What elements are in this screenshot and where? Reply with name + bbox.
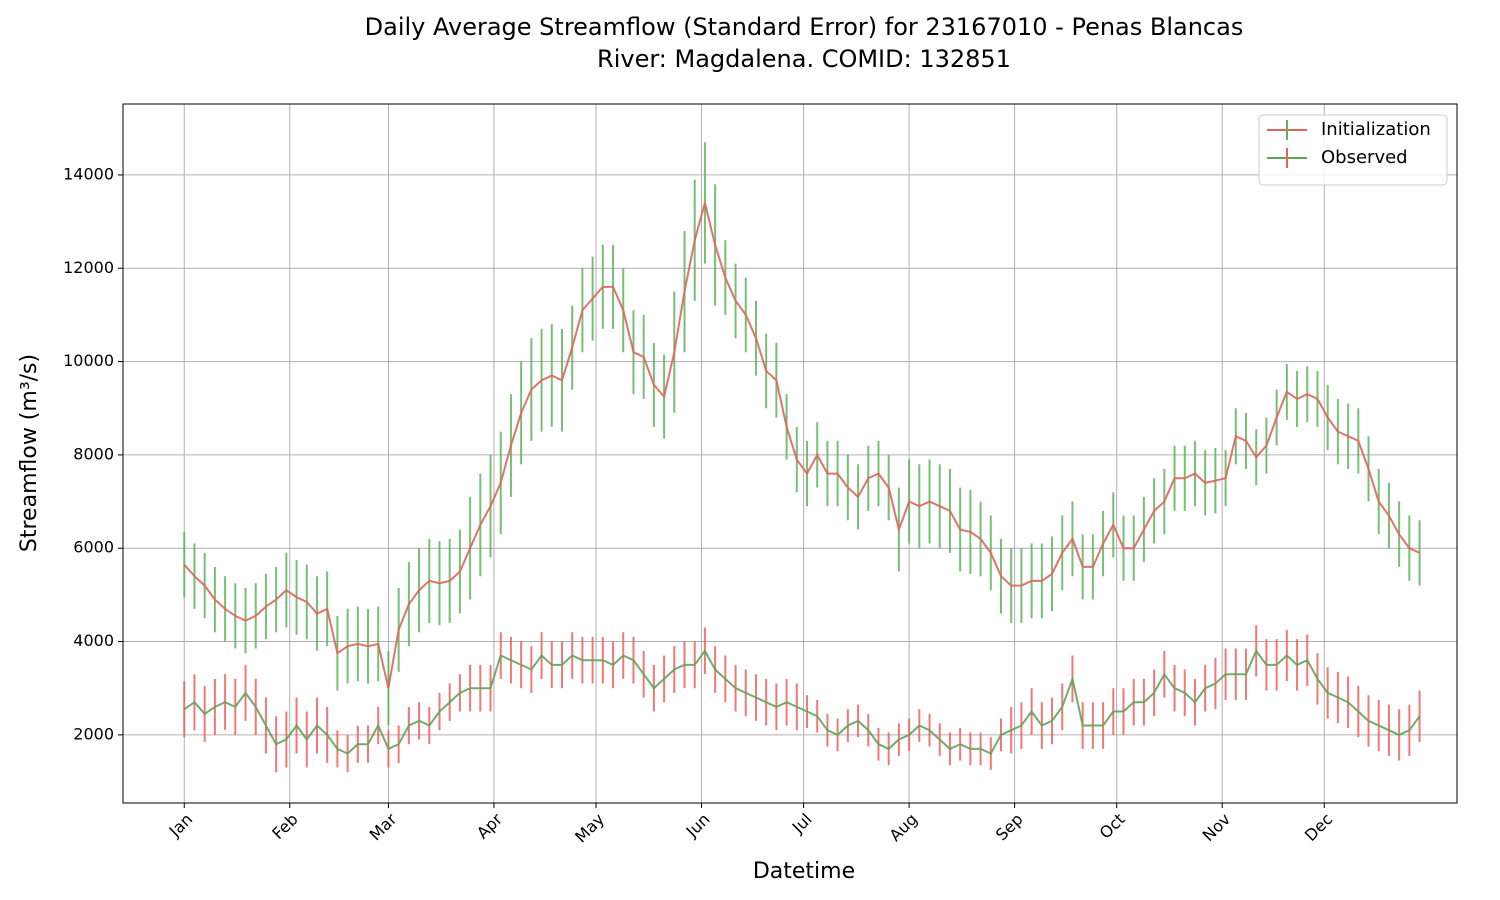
chart-subtitle: River: Magdalena. COMID: 132851 xyxy=(597,45,1011,73)
y-tick-label: 4000 xyxy=(73,631,114,650)
legend-box xyxy=(1258,114,1448,186)
x-tick-label: Jun xyxy=(682,810,714,842)
x-axis-label: Datetime xyxy=(753,859,855,884)
x-tick-label: Aug xyxy=(886,810,922,846)
y-tick-label: 14000 xyxy=(63,164,114,183)
x-tick-label: Jul xyxy=(788,810,816,838)
x-tick-label: Nov xyxy=(1199,810,1235,846)
x-tick-label: Dec xyxy=(1301,810,1336,845)
legend-label: Initialization xyxy=(1321,119,1431,140)
y-tick-label: 8000 xyxy=(73,444,114,463)
series-line xyxy=(183,648,1421,755)
y-axis-label: Streamflow (m³/s) xyxy=(17,354,42,552)
x-tick-label: May xyxy=(571,810,608,847)
plot-frame xyxy=(122,103,1458,804)
x-tick-label: Sep xyxy=(992,810,1027,845)
y-tick-label: 10000 xyxy=(63,351,114,370)
x-tick-label: Apr xyxy=(473,809,506,842)
legend: Initialization Observed xyxy=(1258,114,1448,186)
legend-label: Observed xyxy=(1321,147,1408,168)
x-tick-label: Mar xyxy=(366,809,401,844)
x-tick-label: Feb xyxy=(268,810,301,843)
chart-title: Daily Average Streamflow (Standard Error… xyxy=(365,13,1244,41)
y-tick-label: 12000 xyxy=(63,258,114,277)
series-line xyxy=(183,202,1421,689)
y-tick-label: 6000 xyxy=(73,538,114,557)
x-tick-label: Oct xyxy=(1096,810,1129,843)
y-tick-label: 2000 xyxy=(73,724,114,743)
x-tick-label: Jan xyxy=(165,810,197,842)
